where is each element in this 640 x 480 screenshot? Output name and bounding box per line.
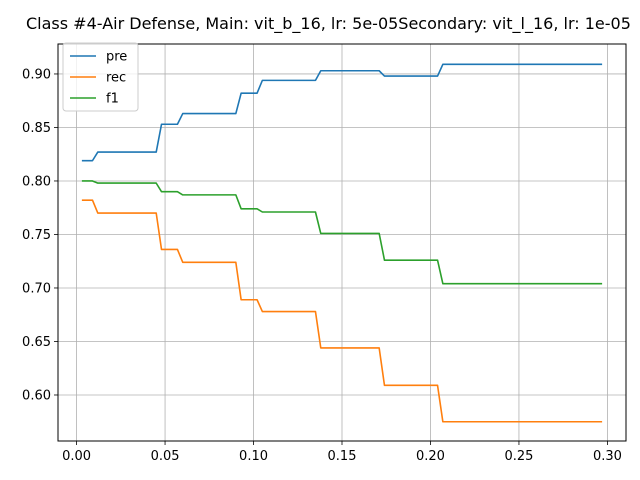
y-tick-label: 0.70 [22, 281, 51, 296]
series-line-pre [81, 63, 603, 162]
legend-label-f1: f1 [106, 92, 119, 107]
series-lines [81, 63, 603, 423]
y-axis: 0.60 0.65 0.70 0.75 0.80 0.85 0.90 [22, 67, 58, 403]
y-tick-label: 0.60 [22, 388, 51, 403]
x-tick-label: 0.30 [593, 449, 622, 464]
y-tick-label: 0.90 [22, 67, 51, 82]
x-tick-label: 0.25 [504, 449, 533, 464]
y-tick-label: 0.65 [22, 335, 51, 350]
chart-title: Class #4-Air Defense, Main: vit_b_16, lr… [26, 14, 631, 34]
legend: pre rec f1 [62, 42, 139, 112]
legend-label-pre: pre [106, 50, 127, 65]
x-tick-label: 0.05 [151, 449, 180, 464]
x-tick-label: 0.00 [62, 449, 91, 464]
series-line-f1 [81, 180, 603, 285]
legend-label-rec: rec [106, 71, 126, 86]
y-tick-label: 0.85 [22, 121, 51, 136]
x-axis: 0.00 0.05 0.10 0.15 0.20 0.25 0.30 [62, 441, 622, 464]
y-tick-label: 0.75 [22, 228, 51, 243]
x-tick-label: 0.10 [239, 449, 268, 464]
legend-box [62, 42, 139, 112]
grid [58, 44, 626, 441]
x-tick-label: 0.20 [416, 449, 445, 464]
series-line-rec [81, 199, 603, 423]
y-tick-label: 0.80 [22, 174, 51, 189]
x-tick-label: 0.15 [328, 449, 357, 464]
